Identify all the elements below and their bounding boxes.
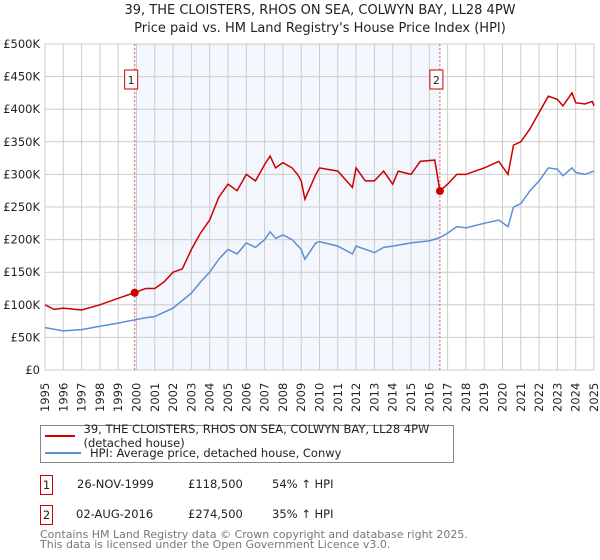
sale-label: 1: [124, 69, 139, 90]
transaction-price: £274,500: [188, 507, 243, 521]
x-tick-label: 2006: [239, 383, 253, 412]
legend-label-hpi: HPI: Average price, detached house, Conw…: [90, 446, 342, 460]
x-tick-label: 2007: [258, 383, 272, 412]
legend-label-property: 39, THE CLOISTERS, RHOS ON SEA, COLWYN B…: [83, 422, 430, 450]
x-tick-label: 2004: [203, 383, 217, 412]
x-tick-label: 2025: [587, 383, 600, 412]
sale-point: [130, 288, 139, 297]
transaction-date: 26-NOV-1999: [77, 477, 154, 491]
transaction-marker: 1: [40, 475, 53, 495]
y-tick-label: £150K: [3, 265, 40, 279]
x-tick-label: 2018: [459, 383, 473, 412]
sale-label-text: 2: [433, 74, 440, 87]
y-tick-label: £200K: [3, 233, 40, 247]
legend-swatch-hpi: [45, 452, 81, 454]
x-tick-label: 2001: [148, 383, 162, 412]
series-line: [44, 166, 595, 332]
legend: 39, THE CLOISTERS, RHOS ON SEA, COLWYN B…: [40, 422, 454, 463]
plot-border: [44, 43, 595, 371]
footer-licence: This data is licensed under the Open Gov…: [40, 538, 391, 551]
legend-swatch-property: [45, 435, 75, 437]
y-tick-label: £300K: [3, 167, 40, 181]
x-tick-label: 1996: [56, 383, 70, 412]
price-chart: 1995 1996 1997 1998 1999 2000 2001 2002 2003 2004…: [3, 37, 600, 412]
x-tick-label: 2011: [331, 383, 345, 412]
sale-label-box: [124, 69, 139, 90]
x-tick-label: 2013: [367, 383, 381, 412]
footer: Contains HM Land Registry data © Crown c…: [40, 528, 468, 551]
y-tick-label: £400K: [3, 102, 40, 116]
y-tick-label: £50K: [11, 330, 41, 344]
y-tick-label: £500K: [3, 37, 40, 51]
x-tick-label: 2019: [477, 383, 491, 412]
x-tick-label: 1999: [111, 383, 125, 412]
x-tick-label: 2022: [532, 383, 546, 412]
legend-item-property: 39, THE CLOISTERS, RHOS ON SEA, COLWYN B…: [45, 422, 453, 450]
legend-item-hpi: HPI: Average price, detached house, Conw…: [45, 445, 341, 461]
x-tick-label: 2005: [221, 383, 235, 412]
x-tick-label: 1998: [93, 383, 107, 412]
transaction-marker: 2: [40, 505, 53, 525]
sale-label: 2: [429, 69, 444, 90]
transaction-hpi: 35% ↑ HPI: [272, 507, 334, 521]
y-tick-label: £350K: [3, 135, 40, 149]
x-tick-label: 2024: [569, 383, 583, 412]
series-line: [44, 91, 595, 311]
x-tick-label: 2010: [313, 383, 327, 412]
y-tick-label: £450K: [3, 70, 40, 84]
transaction-date: 02-AUG-2016: [76, 507, 154, 521]
sale-label-text: 1: [128, 74, 135, 87]
x-tick-label: 1995: [38, 383, 52, 412]
chart-title: 39, THE CLOISTERS, RHOS ON SEA, COLWYN B…: [124, 3, 516, 18]
y-tick-label: £100K: [3, 298, 40, 312]
x-tick-label: 2000: [130, 383, 144, 412]
y-tick-label: £0: [25, 363, 40, 377]
footer-copyright: Contains HM Land Registry data © Crown c…: [40, 528, 468, 541]
sale-label-box: [429, 69, 444, 90]
x-tick-label: 2017: [441, 383, 455, 412]
x-tick-label: 2008: [276, 383, 290, 412]
x-tick-label: 2021: [514, 383, 528, 412]
x-tick-label: 2023: [550, 383, 564, 412]
sale-point: [435, 187, 444, 196]
x-tick-label: 2003: [184, 383, 198, 412]
chart-subtitle: Price paid vs. HM Land Registry's House …: [134, 21, 506, 36]
x-tick-label: 2015: [404, 383, 418, 412]
x-tick-label: 2012: [349, 383, 363, 412]
x-tick-label: 2014: [386, 383, 400, 412]
x-tick-label: 2020: [496, 383, 510, 412]
transaction-price: £118,500: [188, 477, 243, 491]
transaction-hpi: 54% ↑ HPI: [272, 477, 334, 491]
y-tick-label: £250K: [3, 200, 40, 214]
x-tick-label: 1997: [75, 383, 89, 412]
x-tick-label: 2002: [166, 383, 180, 412]
x-tick-label: 2016: [422, 383, 436, 412]
x-tick-label: 2009: [294, 383, 308, 412]
